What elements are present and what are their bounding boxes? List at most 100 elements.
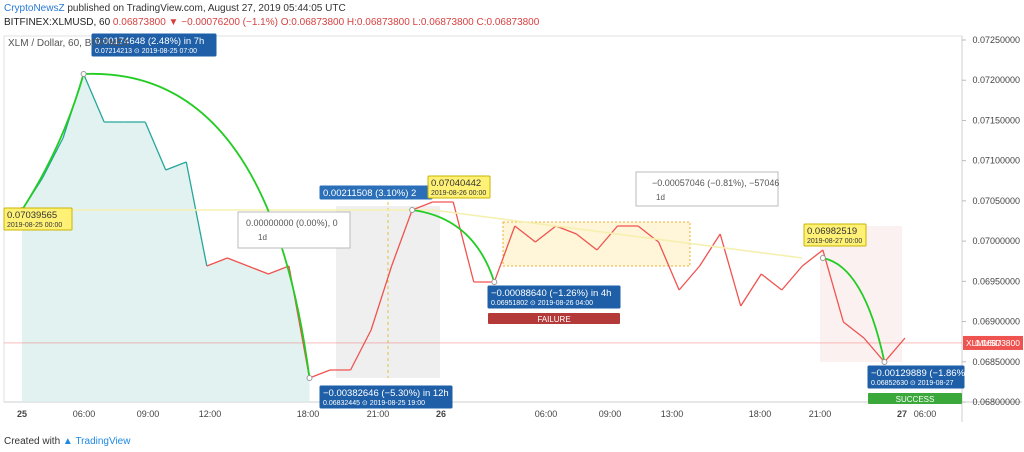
price-segment	[555, 225, 577, 235]
price-segment	[349, 329, 372, 371]
price-segment	[370, 265, 393, 331]
arrow-up-curve	[21, 73, 85, 211]
x-tick-label: 21:00	[809, 409, 832, 419]
price-segment	[657, 241, 680, 291]
peak-point-label-line2: 2019-08-26 00:00	[431, 190, 486, 197]
x-tick-label: 18:00	[297, 409, 320, 419]
y-tick-label: 0.06800000	[972, 397, 1020, 407]
price-segment	[391, 209, 413, 267]
peak-point-label-box	[427, 175, 491, 199]
price-segment	[596, 225, 619, 251]
anchor-point	[306, 375, 313, 381]
price-segment	[576, 233, 598, 251]
legend-label: XLM / Dollar, 60, BITFINEX	[8, 38, 130, 49]
drop3-label-line1: −0.00129889 (−1.86%	[871, 368, 966, 379]
price-segment	[781, 265, 803, 291]
area-fill	[22, 74, 310, 402]
price-segment	[185, 161, 208, 267]
range-up-label-line1: 0.00211508 (3.10%) 2	[323, 188, 416, 199]
symbol-label: BITFINEX:XLMUSD, 60	[4, 17, 111, 28]
drop-label-line1: −0.00382646 (−5.30%) in 12h	[323, 388, 449, 399]
x-tick-label: 09:00	[137, 409, 160, 419]
x-tick-label: 12:00	[199, 409, 222, 419]
ohlc-values: O:0.06873800 H:0.06873800 L:0.06873800 C…	[280, 17, 540, 28]
tradingview-logo-icon: ▲	[62, 436, 73, 447]
anchor-point	[80, 71, 87, 77]
end-region	[820, 226, 902, 362]
price-segment	[883, 337, 906, 363]
price-segment	[801, 249, 824, 267]
price-segment	[822, 249, 845, 323]
arrow-down-curve-2	[412, 209, 496, 283]
x-tick-label: 25	[17, 409, 27, 419]
start-point-label-line1: 0.07039565	[7, 210, 57, 221]
end-point-label-line1: 0.06982519	[807, 226, 857, 237]
drop2-label-line2: 0.06951802 ⊙ 2019-08-26 04:00	[491, 300, 593, 307]
start-point-label-line2: 2019-08-25 00:00	[7, 222, 62, 229]
y-tick-label: 0.06850000	[972, 357, 1020, 367]
last-price-symbol: XLMUSD	[966, 338, 1001, 348]
y-tick-label: 0.06950000	[972, 276, 1020, 286]
end-point-label-box	[803, 223, 867, 247]
anchor-point	[409, 207, 416, 213]
x-tick-label: 27	[897, 409, 907, 419]
y-tick-label: 0.07100000	[972, 156, 1020, 166]
published-text: published on TradingView.com, August 27,…	[64, 3, 346, 14]
y-tick-label: 0.07150000	[972, 115, 1020, 125]
drop2-label-line1: −0.00088640 (−1.26%) in 4h	[491, 288, 611, 299]
last-price-value: 0.06873800	[975, 338, 1020, 348]
tradingview-link[interactable]: TradingView	[75, 436, 131, 447]
x-tick-label: 06:00	[914, 409, 937, 419]
price-segment	[678, 265, 701, 291]
last-price-tag	[963, 335, 1023, 350]
drop-label-box	[319, 385, 453, 409]
trend-line-down	[432, 209, 803, 259]
arrow-down-curve-3	[822, 257, 886, 363]
price-segment	[411, 201, 433, 211]
rise-label-line1: 0.00174648 (2.48%) in 7h	[95, 36, 204, 47]
x-tick-label: 06:00	[535, 409, 558, 419]
drop-label-line2: 0.06832445 ⊙ 2019-08-25 19:00	[323, 400, 425, 407]
x-tick-label: 09:00	[599, 409, 622, 419]
price-chart[interactable]: 0.07250000 0.07200000 0.07150000 0.07100000…	[0, 30, 1024, 434]
y-tick-label: 0.07000000	[972, 236, 1020, 246]
range-box	[502, 221, 691, 267]
measure-box-2-period: 1d	[656, 193, 665, 202]
rise-label-box	[91, 33, 217, 57]
anchor-point	[819, 255, 826, 261]
y-tick-label: 0.07200000	[972, 75, 1020, 85]
price-segment	[247, 265, 269, 275]
measure-box-1-value: 0.00000000 (0.00%), 0	[246, 218, 338, 228]
price-segment	[268, 265, 290, 275]
footer: Created with ▲ TradingView	[4, 436, 130, 447]
y-tick-label: 0.07050000	[972, 196, 1020, 206]
price-segment	[514, 225, 536, 243]
created-with: Created with	[4, 436, 61, 447]
failure-text: FAILURE	[537, 315, 570, 324]
price-change: ▼ −0.00076200 (−1.1%)	[168, 17, 278, 28]
drop3-label-box	[867, 365, 965, 389]
price-segment	[452, 201, 475, 283]
price-segment	[842, 321, 865, 339]
price-segment	[227, 257, 249, 267]
x-tick-label: 13:00	[661, 409, 684, 419]
price-segment	[493, 225, 516, 283]
rise-label-line2: 0.07214213 ⊙ 2019-08-25 07:00	[95, 48, 197, 55]
drop3-label-line2: 0.06852630 ⊙ 2019-08-27	[871, 380, 954, 387]
x-tick-label: 06:00	[73, 409, 96, 419]
x-tick-label: 18:00	[749, 409, 772, 419]
drop2-label-box	[487, 285, 621, 309]
brand-name[interactable]: CryptoNewsZ	[4, 3, 65, 14]
measure-box-2	[635, 171, 779, 207]
price-segment	[719, 233, 742, 307]
price-segment	[165, 161, 187, 171]
x-tick-label: 26	[436, 409, 446, 419]
success-text: SUCCESS	[896, 395, 935, 404]
x-tick-label: 21:00	[367, 409, 390, 419]
failure-bar	[488, 313, 620, 324]
measure-box-1-period: 1d	[258, 233, 267, 242]
anchor-point	[881, 359, 888, 365]
anchor-point	[491, 279, 498, 285]
price-segment	[760, 273, 783, 291]
success-bar	[868, 393, 962, 404]
